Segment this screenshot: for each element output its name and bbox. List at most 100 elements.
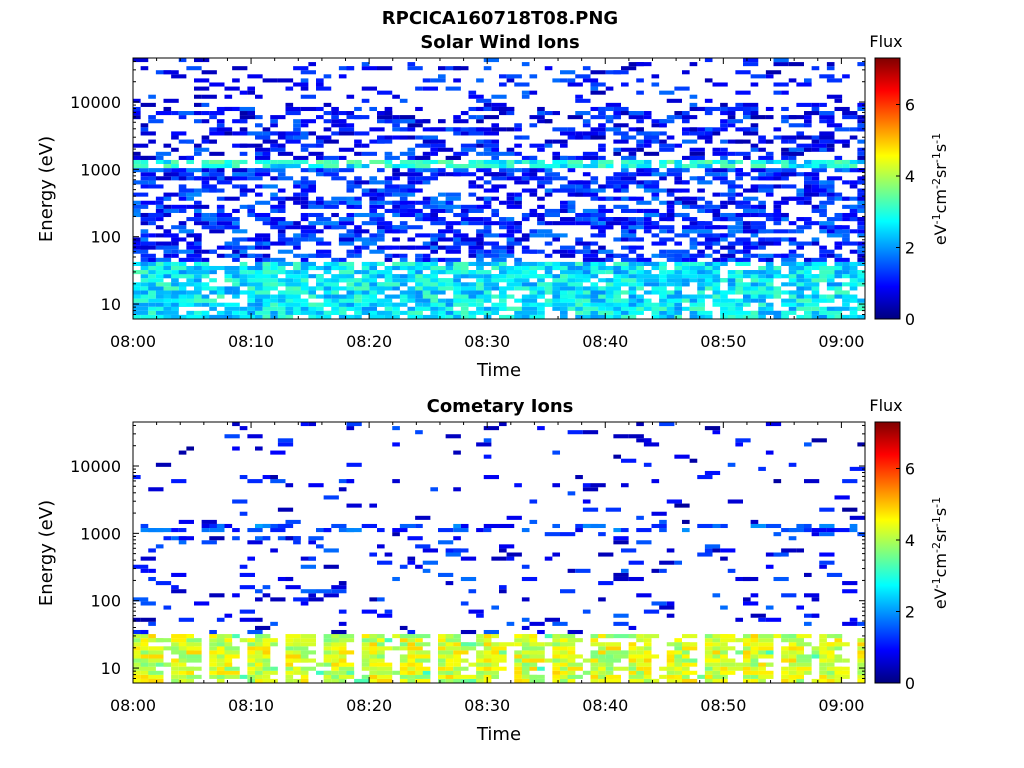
heatmap-cell	[194, 249, 202, 254]
heatmap-cell	[567, 82, 583, 87]
heatmap-cell	[598, 270, 606, 275]
heatmap-cell	[178, 196, 187, 201]
heatmap-cell	[697, 286, 713, 291]
heatmap-cell	[857, 282, 866, 287]
heatmap-cell	[377, 261, 385, 266]
heatmap-cell	[384, 208, 400, 213]
heatmap-cell	[621, 66, 637, 71]
heatmap-cell	[270, 143, 286, 148]
heatmap-cell	[575, 261, 583, 266]
heatmap-cell	[529, 172, 538, 177]
heatmap-cell	[605, 282, 621, 287]
heatmap-cell	[575, 278, 591, 283]
heatmap-cell	[628, 196, 644, 201]
heatmap-cell	[293, 233, 301, 238]
heatmap-cell	[796, 143, 812, 148]
heatmap-cell	[277, 151, 294, 156]
heatmap-cell	[796, 302, 805, 307]
heatmap-cell	[758, 670, 774, 675]
heatmap-cell	[133, 475, 141, 480]
heatmap-cell	[613, 123, 629, 128]
heatmap-cell	[849, 261, 858, 266]
heatmap-cell	[834, 314, 850, 319]
heatmap-cell	[491, 278, 500, 283]
heatmap-cell	[331, 123, 347, 128]
heatmap-cell	[133, 237, 141, 242]
heatmap-cell	[316, 265, 324, 271]
colorbar-gradient	[874, 57, 901, 320]
heatmap-cell	[399, 208, 408, 213]
heatmap-cell	[338, 278, 347, 283]
heatmap-cell	[666, 306, 675, 311]
heatmap-cell	[407, 176, 416, 181]
heatmap-cell	[819, 229, 827, 234]
heatmap-cell	[567, 155, 576, 160]
heatmap-cell	[270, 261, 278, 266]
heatmap-cell	[857, 245, 866, 250]
heatmap-cell	[285, 585, 301, 590]
heatmap-cell	[537, 274, 545, 279]
heatmap-cell	[514, 654, 530, 659]
heatmap-cell	[407, 662, 423, 667]
heatmap-cell	[331, 115, 339, 120]
heatmap-cell	[354, 225, 362, 230]
heatmap-cell	[552, 127, 568, 132]
heatmap-cell	[575, 310, 583, 315]
heatmap-cell	[521, 294, 530, 299]
heatmap-cell	[392, 229, 400, 234]
heatmap-cell	[720, 658, 736, 663]
heatmap-cell	[743, 674, 751, 679]
heatmap-cell	[659, 176, 667, 181]
heatmap-cell	[727, 282, 743, 287]
heatmap-cell	[521, 670, 530, 675]
heatmap-cell	[224, 217, 240, 222]
heatmap-cell	[613, 217, 629, 222]
heatmap-cell	[743, 638, 759, 643]
heatmap-cell	[194, 200, 202, 205]
heatmap-cell	[804, 278, 812, 283]
heatmap-cell	[727, 568, 736, 573]
heatmap-cell	[430, 143, 446, 148]
heatmap-cell	[483, 475, 499, 480]
heatmap-cell	[598, 650, 606, 655]
heatmap-cell	[720, 155, 728, 160]
heatmap-cell	[407, 237, 416, 242]
heatmap-cell	[765, 70, 782, 75]
heatmap-cell	[224, 290, 233, 295]
heatmap-cell	[506, 249, 515, 254]
heatmap-cell	[651, 523, 667, 529]
heatmap-cell	[209, 212, 225, 218]
heatmap-cell	[483, 426, 499, 431]
heatmap-cell	[377, 270, 393, 275]
heatmap-cell	[148, 670, 164, 675]
heatmap-cell	[178, 221, 187, 226]
heatmap-cell	[628, 662, 637, 667]
heatmap-cell	[643, 654, 660, 659]
heatmap-cell	[140, 601, 156, 606]
heatmap-cell	[232, 184, 240, 189]
heatmap-cell	[186, 294, 195, 299]
heatmap-cell	[331, 257, 339, 262]
heatmap-cell	[575, 523, 591, 529]
heatmap-cell	[377, 662, 393, 667]
heatmap-cell	[659, 90, 675, 95]
heatmap-cell	[209, 139, 217, 144]
heatmap-cell	[140, 217, 156, 222]
heatmap-cell	[133, 658, 149, 663]
heatmap-cell	[582, 66, 591, 71]
heatmap-cell	[255, 147, 271, 152]
heatmap-cell	[804, 270, 812, 275]
heatmap-cell	[285, 642, 301, 647]
heatmap-cell	[758, 306, 774, 311]
heatmap-cell	[819, 115, 835, 120]
heatmap-cell	[453, 536, 461, 541]
heatmap-cell	[399, 115, 416, 120]
heatmap-cell	[651, 306, 667, 311]
heatmap-cell	[331, 585, 347, 590]
heatmap-cell	[743, 111, 759, 116]
heatmap-cell	[643, 135, 660, 140]
heatmap-cell	[483, 147, 499, 152]
heatmap-cell	[407, 306, 416, 311]
heatmap-cell	[285, 662, 294, 667]
heatmap-cell	[758, 654, 774, 659]
